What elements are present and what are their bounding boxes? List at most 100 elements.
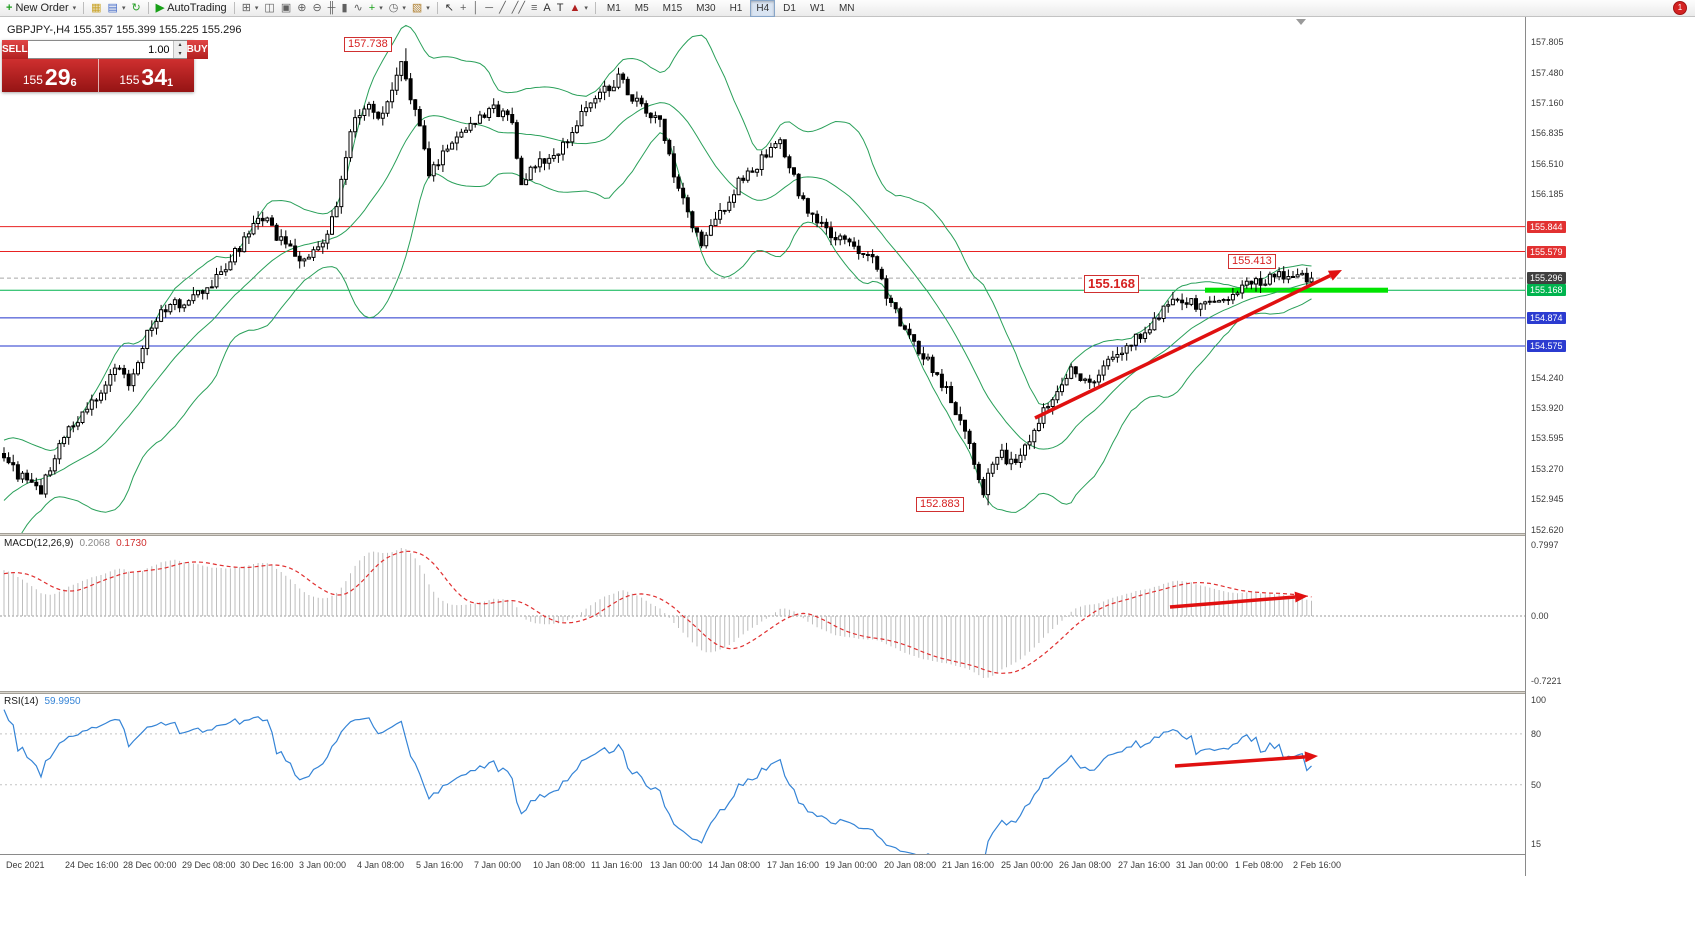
main-chart[interactable]: [0, 17, 1525, 533]
new-order-icon: +: [6, 1, 13, 14]
fibonacci-icon[interactable]: ≡: [528, 1, 540, 16]
profiles-icon[interactable]: ▤ ▾: [105, 1, 129, 16]
axis-border: [1525, 17, 1526, 876]
panel-separator[interactable]: [0, 691, 1695, 694]
bar-chart-icon: ╫: [327, 1, 336, 14]
channel-icon[interactable]: ╱╱: [509, 1, 528, 16]
label-icon[interactable]: T: [554, 1, 567, 16]
volume-field: ▴ ▾: [27, 40, 187, 59]
zoom-out-icon[interactable]: ⊖: [309, 1, 324, 16]
rsi-chart[interactable]: [0, 694, 1525, 854]
arrows-icon[interactable]: ▲ ▾: [566, 1, 590, 16]
timeframe-m15-button[interactable]: M15: [662, 2, 683, 14]
price-tick: 153.595: [1531, 433, 1564, 443]
toolbar-separator: [147, 2, 149, 14]
price-tag: 155.579: [1527, 246, 1566, 258]
time-label: 5 Jan 16:00: [416, 860, 464, 870]
volume-input[interactable]: [27, 41, 173, 58]
chart-layout-icon[interactable]: ◫: [261, 1, 277, 16]
time-axis[interactable]: Dec 2021 24 Dec 16:00 28 Dec 00:00 29 Dec 0…: [0, 854, 1695, 876]
toolbar-separator: [233, 2, 235, 14]
text-icon[interactable]: A: [540, 1, 553, 16]
templates-icon[interactable]: ▧ ▾: [409, 1, 433, 16]
time-label: 19 Jan 00:00: [825, 860, 878, 870]
timeframe-m1-button[interactable]: M1: [606, 2, 621, 14]
refresh-icon: ↻: [131, 1, 141, 14]
rsi-scale-tick: 50: [1531, 780, 1542, 790]
refresh-icon[interactable]: ↻: [128, 1, 143, 16]
new-chart-icon[interactable]: ⊞ ▾: [239, 1, 262, 16]
line-chart-icon: ∿: [353, 1, 363, 14]
volume-down-button[interactable]: ▾: [173, 49, 187, 58]
timeframe-h1-button[interactable]: H1: [729, 2, 743, 14]
chart-shift-marker[interactable]: [1296, 19, 1306, 25]
cascade-windows-icon[interactable]: ▣: [278, 1, 294, 16]
macd-chart[interactable]: [0, 536, 1525, 691]
timeframe-mn-button[interactable]: MN: [838, 2, 855, 14]
symbol-info: GBPJPY-,H4 155.357 155.399 155.225 155.2…: [7, 24, 242, 36]
timeframe-w1-button[interactable]: W1: [809, 2, 825, 14]
panel-separator[interactable]: [0, 533, 1695, 536]
indicators-icon[interactable]: + ▾: [366, 1, 386, 16]
time-label: Dec 2021: [6, 860, 45, 870]
new-order-button[interactable]: + New Order ▾: [3, 1, 79, 16]
line-chart-icon[interactable]: ∿: [351, 1, 366, 16]
periods-icon[interactable]: ◷ ▾: [386, 1, 409, 16]
charts-grid-icon[interactable]: ▦: [88, 1, 104, 16]
price-tick: 152.620: [1531, 525, 1564, 535]
volume-up-button[interactable]: ▴: [173, 41, 187, 50]
notification-icon[interactable]: 1: [1673, 1, 1687, 15]
price-annotation-label[interactable]: 152.883: [916, 497, 964, 512]
price-axis[interactable]: 157.805 157.480 157.160 156.835 156.510 156.1…: [1526, 17, 1695, 876]
price-tick: 157.160: [1531, 98, 1564, 108]
sell-button[interactable]: SELL: [2, 40, 28, 59]
charts-grid-icon: ▦: [91, 1, 102, 14]
timeframe-m30-button[interactable]: M30: [696, 2, 716, 14]
price-annotation-label[interactable]: 155.168: [1084, 275, 1139, 293]
cursor-icon: ↖: [444, 1, 454, 14]
bull-candles: [20, 61, 1314, 496]
zoom-in-icon[interactable]: ⊕: [294, 1, 309, 16]
arrows-icon: ▲: [569, 1, 581, 14]
buy-price[interactable]: 155 34 1: [99, 59, 195, 92]
autotrading-play-icon: ▶: [155, 1, 165, 14]
dropdown-arrow-icon: ▾: [379, 5, 383, 12]
trend-arrow[interactable]: [1034, 274, 1332, 420]
time-label: 14 Jan 08:00: [708, 860, 761, 870]
new-order-button-label: New Order: [15, 2, 69, 14]
timeframe-m5-button[interactable]: M5: [634, 2, 649, 14]
macd-value: 0.2068: [79, 538, 111, 549]
vertical-line-icon[interactable]: │: [469, 1, 482, 16]
dropdown-arrow-icon: ▾: [584, 5, 588, 12]
trend-arrow[interactable]: [1174, 755, 1306, 768]
price-tag: 155.168: [1527, 284, 1566, 296]
candlestick-icon[interactable]: ▮: [338, 1, 350, 16]
price-tick: 153.270: [1531, 464, 1564, 474]
zoom-out-icon: ⊖: [312, 1, 322, 14]
price-annotation-label[interactable]: 157.738: [344, 37, 392, 52]
sell-price[interactable]: 155 29 6: [2, 59, 98, 92]
indicators-icon: +: [368, 1, 376, 14]
toolbar-separator: [83, 2, 85, 14]
horizontal-line-icon[interactable]: ─: [482, 1, 496, 16]
timeframe-d1-button[interactable]: D1: [783, 2, 796, 14]
crosshair-icon[interactable]: +: [457, 1, 469, 16]
autotrading-button[interactable]: ▶ AutoTrading: [153, 1, 230, 16]
time-label: 29 Dec 08:00: [182, 860, 236, 870]
cursor-icon[interactable]: ↖: [442, 1, 457, 16]
bar-chart-icon[interactable]: ╫: [325, 1, 339, 16]
price-annotation-label[interactable]: 155.413: [1228, 254, 1276, 269]
timeframe-h4-button[interactable]: H4: [750, 0, 776, 17]
main-chart-panel: GBPJPY-,H4 155.357 155.399 155.225 155.2…: [0, 17, 1525, 533]
trendline-icon[interactable]: ╱: [496, 1, 509, 16]
time-label: 3 Jan 00:00: [299, 860, 347, 870]
time-label: 10 Jan 08:00: [533, 860, 586, 870]
time-label: 24 Dec 16:00: [65, 860, 119, 870]
trend-arrow[interactable]: [1169, 595, 1296, 609]
buy-button[interactable]: BUY: [186, 40, 208, 59]
price-tick: 156.835: [1531, 128, 1564, 138]
time-label: 20 Jan 08:00: [884, 860, 937, 870]
price-tick: 156.185: [1531, 189, 1564, 199]
horizontal-line-icon: ─: [485, 1, 494, 14]
